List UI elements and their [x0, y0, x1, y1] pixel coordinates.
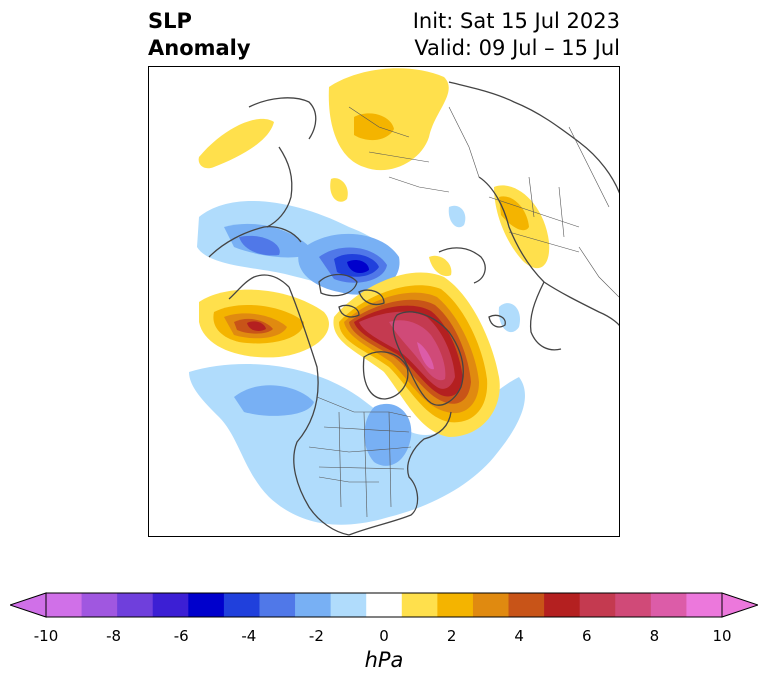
colorbar-tick-label: 8: [649, 627, 660, 645]
colorbar-bin: [508, 593, 545, 617]
colorbar-tick-label: 6: [582, 627, 592, 645]
colorbar-bin: [544, 593, 581, 617]
colorbar-extend-max: [721, 592, 758, 618]
colorbar-bin: [295, 593, 332, 617]
colorbar-bin: [472, 593, 510, 617]
colorbar-bin: [259, 593, 296, 617]
colorbar-extend-min: [10, 592, 47, 618]
chart-title: SLP Anomaly: [148, 8, 251, 62]
colorbar-bin: [401, 593, 438, 617]
colorbar-bin: [330, 593, 367, 617]
colorbar-bin: [366, 593, 403, 617]
anomaly-map: [148, 66, 620, 537]
valid-range-label: Valid: 09 Jul – 15 Jul: [414, 36, 620, 60]
colorbar-bin: [686, 593, 723, 617]
colorbar: [10, 592, 758, 618]
colorbar-tick-label: -2: [308, 627, 324, 645]
anomaly-contours-positive: [198, 68, 550, 437]
colorbar-bin: [437, 593, 474, 617]
colorbar-bin: [117, 593, 154, 617]
init-date-label: Init: Sat 15 Jul 2023: [412, 9, 620, 33]
colorbar-tick-label: 0: [379, 627, 389, 645]
colorbar-bin: [46, 593, 83, 617]
colorbar-border: [45, 592, 723, 618]
colorbar-bin: [188, 593, 225, 617]
colorbar-bin: [615, 593, 652, 617]
colorbar-tick-label: -4: [241, 627, 257, 645]
colorbar-bin: [223, 593, 260, 617]
colorbar-bin: [579, 593, 616, 617]
colorbar-bin: [650, 593, 687, 617]
colorbar-tick-label: -8: [106, 627, 122, 645]
colorbar-tick-label: 10: [712, 627, 732, 645]
political-borders: [308, 106, 619, 518]
map-canvas: [189, 68, 619, 536]
colorbar-units-label: hPa: [364, 648, 404, 672]
colorbar-tick-label: -6: [173, 627, 189, 645]
coastlines: [208, 81, 619, 536]
colorbar-tick-label: 2: [446, 627, 457, 645]
colorbar-bin: [152, 593, 189, 617]
title-line-1: SLP: [148, 9, 192, 33]
title-line-2: Anomaly: [148, 36, 251, 60]
anomaly-contours-negative: [189, 200, 525, 525]
colorbar-tick-label: -10: [33, 627, 59, 645]
colorbar-bin: [81, 593, 118, 617]
run-info: Init: Sat 15 Jul 2023 Valid: 09 Jul – 15…: [413, 8, 620, 62]
colorbar-tick-label: 4: [514, 627, 524, 645]
